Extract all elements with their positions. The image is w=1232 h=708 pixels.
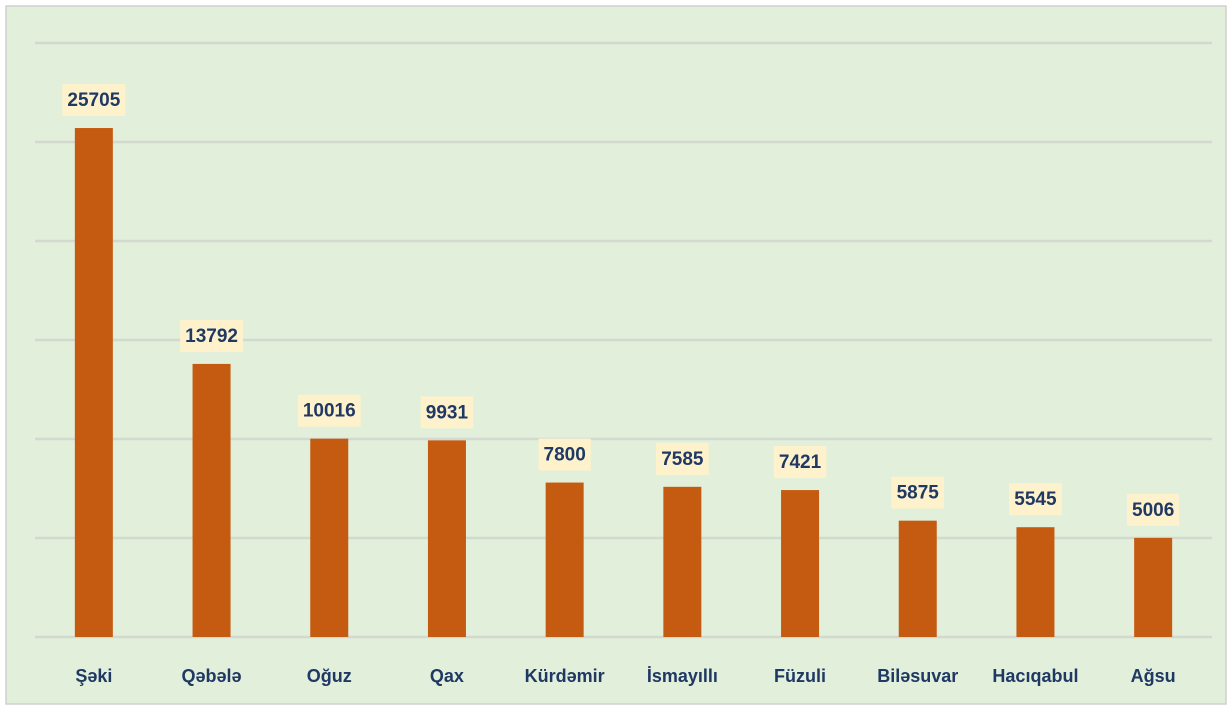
bar [427,440,466,637]
data-label-background [420,396,474,429]
bar [663,486,702,637]
x-tick-label: Ağsu [1131,666,1176,686]
data-label: 7800 [544,445,586,466]
bar [1134,537,1173,637]
data-label: 9931 [426,402,469,423]
x-tick-label: İsmayıllı [647,666,718,686]
bar [74,128,113,637]
data-label: 10016 [303,401,356,422]
data-label-background [1009,483,1062,516]
bar [781,490,820,637]
x-tick-label: Biləsuvar [877,666,958,686]
bar [898,520,937,637]
x-tick-label: Füzuli [774,666,826,686]
data-label: 7585 [661,449,704,470]
x-tick-label: Kürdəmir [525,666,605,686]
data-label-background [180,319,243,352]
data-label: 7421 [779,452,822,473]
x-tick-label: Hacıqabul [992,666,1078,686]
bar [1016,527,1055,637]
data-label: 25705 [67,90,120,111]
data-label-background [655,442,709,475]
bar [310,438,349,637]
data-label-background [891,476,945,509]
data-label: 5545 [1014,489,1057,510]
x-tick-label: Qax [430,666,464,686]
data-label-background [297,394,361,427]
x-tick-label: Şəki [75,666,112,686]
data-label: 5875 [897,483,940,504]
data-label-background [773,446,827,479]
data-label-background [1127,493,1180,526]
data-label: 5006 [1132,500,1174,521]
data-label-background [538,438,591,471]
x-tick-label: Oğuz [307,666,352,686]
bar [545,482,584,637]
bar [192,363,231,637]
data-label-background [62,84,126,117]
x-tick-label: Qəbələ [182,666,242,686]
data-label: 13792 [185,326,238,347]
